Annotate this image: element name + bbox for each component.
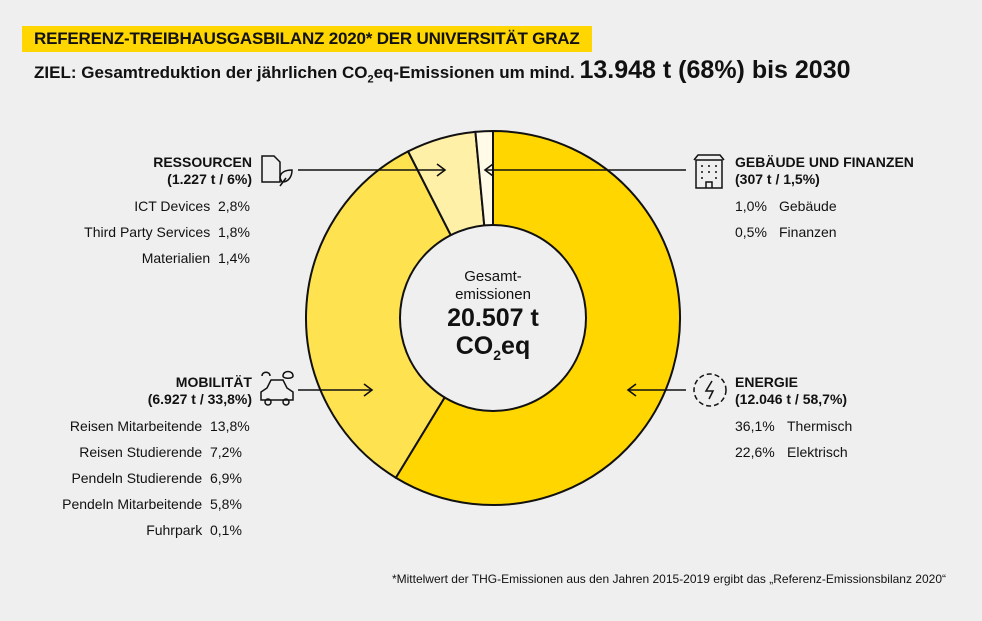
item-label: Pendeln Studierende: [71, 470, 203, 486]
item-label: Pendeln Mitarbeitende: [62, 496, 203, 512]
arrowhead-mobilitaet: [363, 383, 374, 397]
list-energie: 36,1% Thermisch 22,6% Elektrisch: [735, 413, 852, 465]
goal-prefix: ZIEL: Gesamtreduktion der jährlichen CO: [34, 63, 368, 82]
item-value: 0,1%: [210, 522, 242, 538]
list-item: Pendeln Mitarbeitende 5,8%: [62, 491, 252, 517]
item-label: Finanzen: [779, 224, 837, 240]
item-value: 36,1%: [735, 418, 775, 434]
group-sub: (1.227 t / 6%): [167, 171, 252, 187]
list-item: 0,5% Finanzen: [735, 219, 837, 245]
group-name: GEBÄUDE UND FINANZEN: [735, 154, 914, 170]
arrowhead-energie: [626, 383, 637, 397]
center-line2: emissionen: [455, 286, 531, 303]
energy-icon: [693, 373, 727, 407]
item-label: Gebäude: [779, 198, 837, 214]
arrowhead-gebaeude: [483, 163, 494, 177]
item-value: 13,8%: [210, 418, 250, 434]
list-item: Pendeln Studierende 6,9%: [62, 465, 252, 491]
list-item: Reisen Mitarbeitende 13,8%: [62, 413, 252, 439]
total-emissions: Gesamt- emissionen 20.507 t CO2eq: [400, 268, 586, 369]
item-value: 6,9%: [210, 470, 242, 486]
goal-big: 13.948 t (68%) bis 2030: [579, 56, 851, 84]
list-item: Third Party Services 1,8%: [84, 219, 252, 245]
item-value: 7,2%: [210, 444, 242, 460]
list-item: Fuhrpark 0,1%: [62, 517, 252, 543]
donut-hole: [399, 224, 587, 412]
group-sub: (12.046 t / 58,7%): [735, 391, 848, 407]
item-value: 1,8%: [218, 224, 250, 240]
center-unit: CO2eq: [400, 332, 586, 369]
unit-a: CO: [455, 332, 494, 360]
arrowhead-ressourcen: [436, 163, 447, 177]
list-gebaeude: 1,0% Gebäude 0,5% Finanzen: [735, 193, 837, 245]
label-ressourcen: RESSOURCEN (1.227 t / 6%): [153, 154, 252, 188]
unit-b: eq: [501, 332, 531, 360]
item-label: Third Party Services: [84, 224, 211, 240]
item-label: Thermisch: [787, 418, 853, 434]
goal-mid: eq-Emissionen um mind.: [373, 63, 580, 82]
item-value: 22,6%: [735, 444, 775, 460]
goal-text: ZIEL: Gesamtreduktion der jährlichen CO2…: [34, 56, 851, 85]
item-label: Fuhrpark: [146, 522, 203, 538]
item-value: 0,5%: [735, 224, 767, 240]
item-value: 1,4%: [218, 250, 250, 266]
item-value: 5,8%: [210, 496, 242, 512]
item-label: ICT Devices: [134, 198, 211, 214]
group-name: ENERGIE: [735, 374, 799, 390]
item-value: 2,8%: [218, 198, 250, 214]
footnote: *Mittelwert der THG-Emissionen aus den J…: [391, 572, 946, 586]
center-line1: Gesamt-: [464, 268, 522, 285]
item-label: Materialien: [141, 250, 211, 266]
label-mobilitaet: MOBILITÄT (6.927 t / 33,8%): [148, 374, 252, 408]
item-label: Reisen Studierende: [79, 444, 203, 460]
group-name: MOBILITÄT: [175, 374, 252, 390]
group-name: RESSOURCEN: [153, 154, 252, 170]
car-cloud-icon: [260, 370, 294, 406]
document-leaf-icon: [261, 155, 293, 187]
group-sub: (307 t / 1,5%): [735, 171, 820, 187]
item-value: 1,0%: [735, 198, 767, 214]
list-ressourcen: ICT Devices 2,8% Third Party Services 1,…: [84, 193, 252, 271]
item-label: Elektrisch: [787, 444, 848, 460]
list-item: Materialien 1,4%: [84, 245, 252, 271]
label-gebaeude: GEBÄUDE UND FINANZEN (307 t / 1,5%): [735, 154, 914, 188]
list-item: Reisen Studierende 7,2%: [62, 439, 252, 465]
building-icon: [693, 154, 725, 189]
group-sub: (6.927 t / 33,8%): [147, 391, 252, 407]
label-energie: ENERGIE (12.046 t / 58,7%): [735, 374, 847, 408]
list-item: 1,0% Gebäude: [735, 193, 837, 219]
list-mobilitaet: Reisen Mitarbeitende 13,8% Reisen Studie…: [62, 413, 252, 543]
unit-sub: 2: [493, 347, 502, 363]
list-item: ICT Devices 2,8%: [84, 193, 252, 219]
list-item: 22,6% Elektrisch: [735, 439, 852, 465]
item-label: Reisen Mitarbeitende: [69, 418, 203, 434]
page-title: REFERENZ-TREIBHAUSGASBILANZ 2020* DER UN…: [22, 26, 592, 52]
list-item: 36,1% Thermisch: [735, 413, 852, 439]
goal-sub: 2: [367, 73, 374, 86]
center-value: 20.507 t: [447, 304, 539, 332]
